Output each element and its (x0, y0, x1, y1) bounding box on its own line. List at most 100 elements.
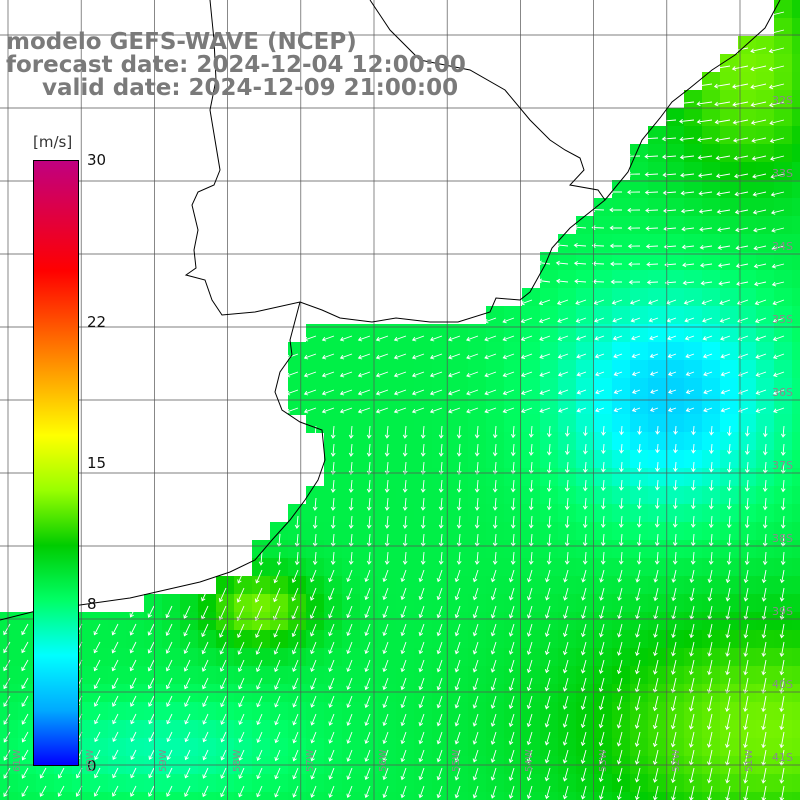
wind-cell (630, 648, 649, 667)
wind-cell (630, 162, 649, 181)
wind-cell (612, 450, 631, 469)
wind-cell (558, 702, 577, 721)
wind-cell (612, 684, 631, 703)
wind-arrow (706, 731, 713, 748)
wind-cell (612, 342, 631, 361)
wind-cell (684, 108, 703, 127)
wind-arrow (653, 587, 659, 602)
wind-arrow (689, 767, 695, 784)
wind-cell (756, 540, 775, 559)
wind-cell (792, 72, 800, 91)
wind-arrow (538, 299, 551, 306)
wind-cell (774, 162, 793, 181)
wind-arrow (679, 154, 695, 160)
wind-arrow (726, 515, 732, 529)
wind-cell (756, 576, 775, 595)
wind-cell (504, 576, 523, 595)
wind-cell (540, 612, 559, 631)
wind-arrow (454, 731, 461, 745)
wind-arrow (682, 280, 695, 286)
wind-arrow (436, 785, 443, 799)
wind-arrow (384, 461, 390, 475)
wind-arrow (627, 207, 641, 213)
wind-cell (792, 180, 800, 199)
wind-cell (684, 486, 703, 505)
wind-cell (702, 612, 721, 631)
wind-cell (324, 594, 343, 613)
wind-arrow (400, 677, 407, 691)
wind-arrow (267, 389, 281, 396)
wind-arrow (779, 587, 785, 602)
wind-arrow (616, 659, 623, 675)
wind-arrow (762, 515, 768, 529)
wind-cell (702, 666, 721, 685)
wind-arrow (218, 605, 227, 621)
wind-arrow (346, 587, 353, 601)
wind-arrow (454, 659, 461, 673)
valid-date: valid date: 2024-12-09 21:00:00 (42, 75, 459, 101)
wind-arrow (411, 371, 425, 378)
wind-cell (270, 774, 289, 793)
wind-cell (792, 90, 800, 109)
wind-cell (378, 576, 397, 595)
wind-arrow (400, 623, 407, 637)
wind-arrow (681, 226, 695, 232)
wind-cell (252, 684, 271, 703)
wind-cell (324, 450, 343, 469)
wind-cell (234, 576, 253, 595)
wind-arrow (420, 479, 426, 493)
wind-arrow (166, 785, 173, 797)
wind-arrow (768, 29, 785, 36)
wind-arrow (653, 623, 659, 638)
wind-cell (612, 216, 631, 235)
wind-cell (0, 774, 19, 793)
wind-cell (414, 738, 433, 757)
wind-arrow (689, 569, 695, 583)
wind-arrow (274, 767, 281, 780)
wind-arrow (202, 785, 209, 798)
wind-cell (54, 774, 73, 793)
wind-arrow (448, 389, 461, 396)
wind-arrow (653, 641, 659, 657)
wind-cell (666, 234, 685, 253)
wind-arrow (219, 659, 227, 672)
wind-cell (774, 594, 793, 613)
wind-cell (450, 396, 469, 415)
wind-arrow (456, 443, 462, 457)
wind-cell (486, 594, 505, 613)
wind-cell (666, 792, 685, 800)
wind-cell (126, 792, 145, 800)
wind-arrow (682, 262, 695, 268)
wind-cell (774, 504, 793, 523)
wind-arrow (735, 245, 749, 251)
wind-arrow (652, 767, 659, 783)
wind-cell (648, 432, 667, 451)
wind-arrow (661, 100, 677, 106)
wind-arrow (436, 767, 443, 781)
wind-arrow (484, 389, 497, 396)
wind-arrow (328, 749, 335, 762)
wind-arrow (562, 695, 569, 710)
wind-cell (540, 774, 559, 793)
wind-cell (396, 486, 415, 505)
wind-cell (468, 792, 487, 800)
wind-arrow (328, 605, 335, 619)
wind-cell (648, 738, 667, 757)
wind-cell (504, 594, 523, 613)
wind-cell (756, 144, 775, 163)
wind-cell (612, 360, 631, 379)
wind-cell (666, 306, 685, 325)
wind-cell (468, 720, 487, 739)
wind-arrow (544, 677, 551, 692)
wind-arrow (129, 659, 137, 672)
wind-arrow (563, 587, 569, 601)
wind-cell (630, 306, 649, 325)
wind-cell (792, 324, 800, 343)
wind-arrow (274, 749, 281, 762)
wind-arrow (699, 244, 713, 250)
wind-arrow (184, 713, 191, 725)
wind-cell (414, 576, 433, 595)
wind-arrow (619, 461, 624, 473)
wind-arrow (611, 299, 623, 305)
wind-cell (774, 414, 793, 433)
